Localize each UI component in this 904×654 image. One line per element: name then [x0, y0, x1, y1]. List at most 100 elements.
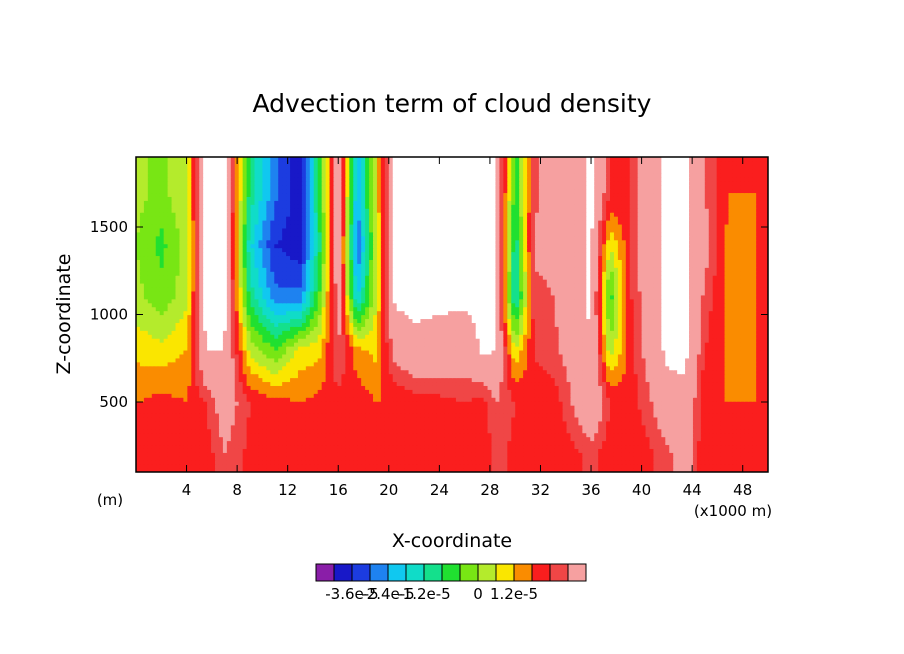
heatmap-cell — [274, 440, 279, 446]
heatmap-cell — [199, 452, 204, 457]
heatmap-cell — [511, 365, 516, 371]
heatmap-cell — [534, 464, 540, 469]
heatmap-cell — [534, 444, 540, 449]
heatmap-cell — [756, 428, 761, 434]
heatmap-cell — [740, 401, 745, 406]
heatmap-cell — [598, 436, 603, 442]
heatmap-cell — [222, 409, 228, 414]
heatmap-cell — [716, 420, 722, 426]
heatmap-cell — [685, 448, 690, 453]
heatmap-cell — [286, 432, 291, 438]
heatmap-cell — [598, 416, 603, 422]
heatmap-cell — [294, 361, 299, 367]
heatmap-cell — [760, 409, 765, 414]
heatmap-cell — [167, 377, 173, 383]
heatmap-cell — [756, 468, 761, 472]
heatmap-cell — [578, 409, 583, 414]
heatmap-cell — [254, 397, 260, 402]
heatmap-cell — [507, 353, 512, 359]
heatmap-cell — [692, 440, 698, 446]
heatmap-cell — [487, 428, 493, 434]
heatmap-cell — [467, 353, 473, 359]
heatmap-cell — [467, 460, 473, 465]
heatmap-cell — [479, 432, 485, 438]
heatmap-cell — [471, 357, 477, 363]
heatmap-cell — [317, 448, 323, 453]
heatmap-cell — [341, 361, 346, 367]
heatmap-cell — [203, 412, 208, 418]
heatmap-cell — [511, 456, 516, 461]
heatmap-cell — [744, 420, 749, 426]
heatmap-cell — [136, 365, 141, 371]
heatmap-cell — [321, 428, 327, 434]
heatmap-cell — [534, 409, 540, 414]
heatmap-cell — [527, 353, 532, 359]
heatmap-cell — [333, 401, 339, 406]
heatmap-cell — [191, 353, 196, 359]
heatmap-cell — [617, 401, 623, 406]
heatmap-cell — [440, 385, 445, 390]
heatmap-cell — [151, 456, 157, 461]
heatmap-cell — [321, 444, 327, 449]
heatmap-cell — [143, 365, 149, 371]
heatmap-cell — [602, 456, 607, 461]
heatmap-cell — [558, 409, 564, 414]
heatmap-cell — [487, 405, 493, 410]
heatmap-cell — [507, 409, 512, 414]
heatmap-cell — [337, 381, 342, 386]
heatmap-cell — [602, 464, 607, 469]
heatmap-cell — [511, 420, 516, 426]
heatmap-cell — [187, 452, 192, 457]
heatmap-cell — [313, 385, 319, 390]
heatmap-cell — [211, 373, 216, 379]
heatmap-cell — [136, 373, 141, 379]
heatmap-cell — [183, 448, 188, 453]
heatmap-cell — [337, 468, 342, 472]
heatmap-cell — [578, 424, 583, 430]
heatmap-cell — [487, 401, 493, 406]
heatmap-cell — [373, 349, 378, 355]
heatmap-cell — [345, 460, 350, 465]
heatmap-cell — [606, 460, 611, 465]
heatmap-cell — [511, 436, 516, 442]
heatmap-cell — [594, 468, 599, 472]
heatmap-cell — [262, 420, 267, 426]
heatmap-cell — [286, 377, 291, 383]
heatmap-cell — [337, 456, 342, 461]
heatmap-cell — [238, 369, 244, 375]
heatmap-cell — [171, 385, 177, 390]
heatmap-cell — [408, 428, 414, 434]
heatmap-cell — [262, 448, 267, 453]
heatmap-cell — [613, 349, 619, 355]
heatmap-cell — [230, 365, 236, 371]
heatmap-cell — [629, 397, 635, 402]
heatmap-cell — [756, 452, 761, 457]
heatmap-cell — [645, 424, 651, 430]
heatmap-cell — [613, 397, 619, 402]
heatmap-cell — [669, 456, 674, 461]
heatmap-cell — [542, 468, 548, 472]
heatmap-cell — [692, 409, 698, 414]
heatmap-cell — [329, 412, 335, 418]
heatmap-cell — [317, 365, 323, 371]
heatmap-cell — [649, 420, 655, 426]
heatmap-cell — [349, 401, 354, 406]
heatmap-cell — [278, 448, 283, 453]
heatmap-cell — [380, 412, 386, 418]
heatmap-cell — [254, 460, 260, 465]
heatmap-cell — [444, 369, 449, 375]
heatmap-cell — [238, 397, 244, 402]
heatmap-cell — [408, 405, 414, 410]
heatmap-cell — [467, 405, 473, 410]
heatmap-cell — [574, 397, 579, 402]
heatmap-cell — [333, 420, 339, 426]
heatmap-cell — [724, 424, 730, 430]
heatmap-cell — [649, 361, 655, 367]
heatmap-cell — [602, 416, 607, 422]
heatmap-cell — [187, 432, 192, 438]
heatmap-cell — [519, 361, 524, 367]
heatmap-cell — [408, 373, 414, 379]
heatmap-cell — [511, 393, 516, 398]
heatmap-cell — [550, 353, 556, 359]
heatmap-cell — [329, 432, 335, 438]
